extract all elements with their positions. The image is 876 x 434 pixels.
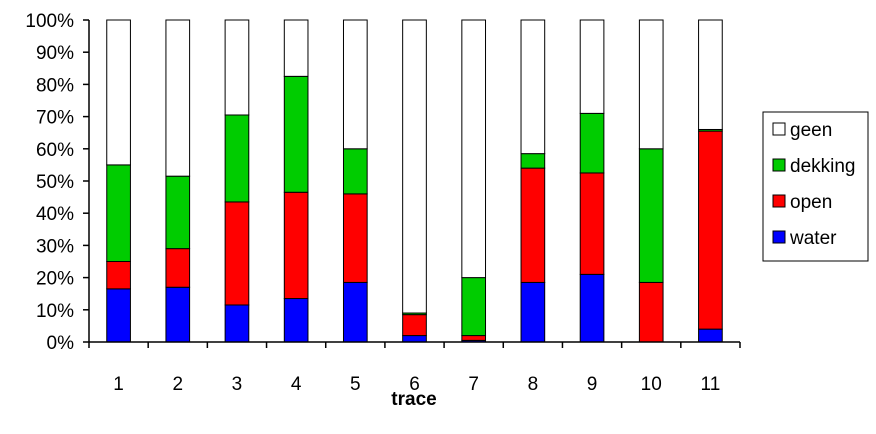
bar-segment-geen — [283, 19, 309, 77]
bar-segment-dekking — [520, 153, 546, 169]
legend-label-open: open — [790, 192, 832, 213]
legend: geen dekking open water — [762, 111, 869, 262]
bar-segment-geen — [165, 19, 191, 177]
bar-segment-geen — [224, 19, 250, 116]
bar-segment-dekking — [461, 277, 487, 337]
y-tick-label: 30% — [36, 236, 74, 257]
y-tick-label: 0% — [47, 333, 75, 354]
x-axis: 1 2 3 4 5 6 7 8 9 10 11 — [88, 341, 741, 395]
y-tick-label: 40% — [36, 204, 74, 225]
bar-segment-water — [698, 328, 723, 343]
y-tick-label: 50% — [36, 172, 74, 193]
x-tick-label: 2 — [172, 374, 183, 395]
bar-segment-dekking — [638, 148, 664, 283]
y-tick-label: 100% — [25, 11, 74, 32]
legend-label-geen: geen — [790, 120, 832, 141]
bar-segment-geen — [461, 19, 487, 279]
y-tick-label: 70% — [36, 108, 74, 129]
legend-label-dekking: dekking — [790, 156, 856, 177]
bar-segment-open — [461, 335, 487, 341]
x-tick-label: 7 — [468, 374, 479, 395]
bar-segment-open — [342, 193, 368, 283]
bar-segment-water — [579, 273, 605, 343]
bar-segment-open — [520, 167, 546, 283]
x-tick-label: 5 — [350, 374, 361, 395]
bar-segment-open — [283, 191, 309, 300]
bar-segment-open — [402, 314, 427, 337]
bar-segment-geen — [342, 19, 368, 150]
bar-segment-dekking — [106, 164, 131, 262]
legend-label-water: water — [789, 228, 837, 249]
bar-segment-water — [165, 286, 191, 343]
x-tick-label: 6 — [409, 374, 420, 395]
bar-segment-water — [342, 281, 368, 343]
bar-segment-geen — [638, 19, 664, 150]
bar-segment-water — [283, 298, 309, 343]
bar-segment-geen — [106, 19, 131, 166]
bar-segment-water — [106, 288, 131, 343]
y-tick-label: 80% — [36, 75, 74, 96]
x-tick-label: 8 — [528, 374, 539, 395]
bar-segment-water — [224, 304, 250, 343]
legend-swatch-open — [772, 194, 786, 208]
y-tick-label: 90% — [36, 43, 74, 64]
x-tick-label: 1 — [113, 374, 124, 395]
bar-segment-dekking — [283, 75, 309, 193]
bar-segment-geen — [402, 19, 427, 314]
bar-segment-geen — [579, 19, 605, 114]
x-tick-label: 3 — [232, 374, 243, 395]
bar-segment-water — [520, 281, 546, 343]
bar-segment-geen — [520, 19, 546, 155]
y-axis: 0% 10% 20% 30% 40% 50% 60% 70% 80% 90% 100% — [25, 11, 90, 354]
bar-segment-dekking — [342, 148, 368, 195]
bar-segment-dekking — [579, 112, 605, 174]
bar-segment-open — [579, 172, 605, 275]
x-tick-label: 10 — [641, 374, 662, 395]
x-axis-title: trace — [391, 389, 436, 410]
x-tick-label: 4 — [291, 374, 302, 395]
bar-segment-geen — [698, 19, 723, 130]
y-tick-label: 10% — [36, 301, 74, 322]
bar-segment-water — [402, 335, 427, 343]
bar-segment-dekking — [165, 175, 191, 250]
legend-swatch-water — [772, 230, 786, 244]
y-tick-label: 20% — [36, 269, 74, 290]
x-tick-label: 11 — [701, 374, 721, 395]
x-tick-label: 9 — [587, 374, 598, 395]
bar-segment-open — [165, 248, 191, 288]
bar-segment-dekking — [224, 114, 250, 203]
legend-swatch-dekking — [772, 158, 786, 172]
bar-segment-open — [698, 130, 723, 330]
bar-group — [106, 19, 723, 343]
y-tick-label: 60% — [36, 140, 74, 161]
bar-segment-open — [106, 261, 131, 290]
bar-segment-open — [224, 201, 250, 306]
legend-swatch-geen — [772, 122, 786, 136]
bar-segment-open — [638, 281, 664, 343]
